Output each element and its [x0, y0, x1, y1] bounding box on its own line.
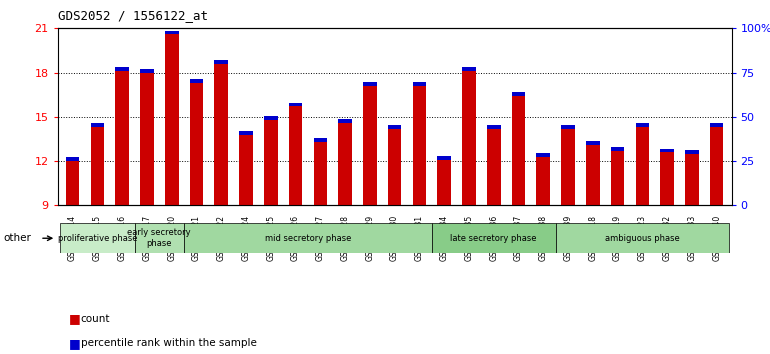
Bar — [635, 127, 649, 205]
Bar — [635, 124, 649, 127]
Bar — [611, 151, 624, 205]
Bar — [140, 73, 154, 205]
Text: ambiguous phase: ambiguous phase — [605, 234, 680, 242]
Bar — [264, 116, 278, 120]
Bar — [556, 223, 729, 253]
Bar — [313, 138, 327, 142]
Text: ■: ■ — [69, 312, 81, 325]
Bar — [289, 107, 303, 205]
Bar — [487, 125, 500, 129]
Bar — [685, 154, 698, 205]
Text: proliferative phase: proliferative phase — [58, 234, 137, 242]
Bar — [437, 160, 451, 205]
Bar — [165, 30, 179, 34]
Bar — [60, 223, 135, 253]
Bar — [165, 34, 179, 205]
Bar — [586, 145, 600, 205]
Bar — [338, 119, 352, 123]
Bar — [561, 125, 575, 129]
Bar — [264, 120, 278, 205]
Bar — [116, 71, 129, 205]
Bar — [313, 142, 327, 205]
Bar — [363, 86, 377, 205]
Bar — [338, 123, 352, 205]
Bar — [462, 71, 476, 205]
Text: GDS2052 / 1556122_at: GDS2052 / 1556122_at — [58, 9, 208, 22]
Bar — [685, 150, 698, 154]
Bar — [487, 129, 500, 205]
Bar — [239, 131, 253, 135]
Bar — [661, 149, 674, 152]
Bar — [661, 152, 674, 205]
Bar — [432, 223, 556, 253]
Bar — [710, 124, 724, 127]
Bar — [537, 156, 550, 205]
Bar — [388, 129, 401, 205]
Text: late secretory phase: late secretory phase — [450, 234, 537, 242]
Text: mid secretory phase: mid secretory phase — [265, 234, 351, 242]
Bar — [511, 92, 525, 96]
Bar — [214, 60, 228, 64]
Text: early secretory
phase: early secretory phase — [128, 228, 191, 248]
Text: percentile rank within the sample: percentile rank within the sample — [81, 338, 256, 348]
Bar — [91, 127, 104, 205]
Bar — [413, 86, 427, 205]
Bar — [214, 64, 228, 205]
Text: ■: ■ — [69, 337, 81, 350]
Bar — [537, 153, 550, 156]
Bar — [511, 96, 525, 205]
Bar — [413, 82, 427, 86]
Bar — [189, 79, 203, 83]
Bar — [611, 147, 624, 151]
Bar — [135, 223, 184, 253]
Bar — [586, 141, 600, 145]
Text: other: other — [4, 233, 32, 243]
Bar — [116, 67, 129, 71]
Bar — [140, 69, 154, 73]
Bar — [189, 83, 203, 205]
Bar — [65, 161, 79, 205]
Bar — [363, 82, 377, 86]
Bar — [65, 158, 79, 161]
Bar — [561, 129, 575, 205]
Bar — [462, 67, 476, 71]
Bar — [289, 103, 303, 107]
Bar — [184, 223, 432, 253]
Bar — [437, 156, 451, 160]
Text: count: count — [81, 314, 110, 324]
Bar — [91, 124, 104, 127]
Bar — [388, 125, 401, 129]
Bar — [239, 135, 253, 205]
Bar — [710, 127, 724, 205]
